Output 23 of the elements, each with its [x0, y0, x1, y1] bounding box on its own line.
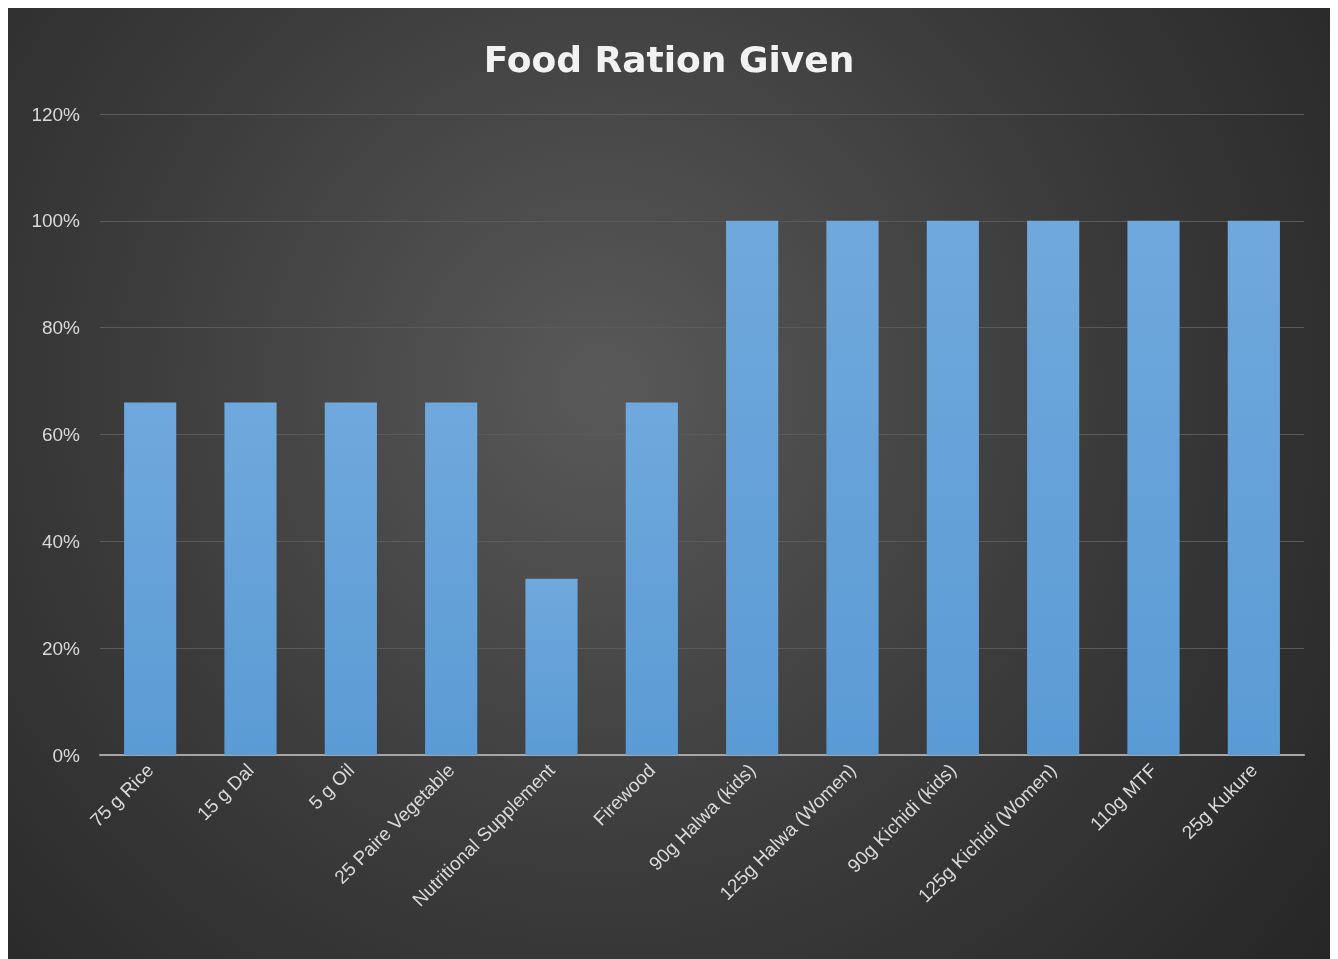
- y-tick-label: 80%: [41, 317, 81, 339]
- bar: [826, 220, 879, 755]
- x-tick-label: 75 g Rice: [86, 759, 158, 832]
- y-tick-label: 60%: [41, 424, 81, 445]
- bar: [625, 402, 678, 755]
- x-tick-label: 5 g Oil: [304, 759, 359, 814]
- bar: [525, 578, 578, 755]
- x-tick-label: 15 g Dal: [193, 759, 258, 825]
- bar: [1127, 220, 1180, 755]
- chart-title: Food Ration Given: [483, 38, 855, 80]
- bar: [1027, 220, 1080, 755]
- y-tick-label: 20%: [41, 637, 81, 659]
- bar: [324, 402, 377, 755]
- bar: [1227, 220, 1280, 755]
- bar: [124, 402, 177, 755]
- y-tick-label: 0%: [52, 744, 81, 766]
- bar: [224, 402, 277, 755]
- y-tick-label: 100%: [31, 210, 81, 232]
- y-tick-label: 40%: [41, 530, 81, 552]
- bar: [926, 220, 979, 755]
- y-tick-label: 120%: [31, 103, 81, 125]
- bar: [425, 402, 478, 755]
- bar: [726, 220, 779, 755]
